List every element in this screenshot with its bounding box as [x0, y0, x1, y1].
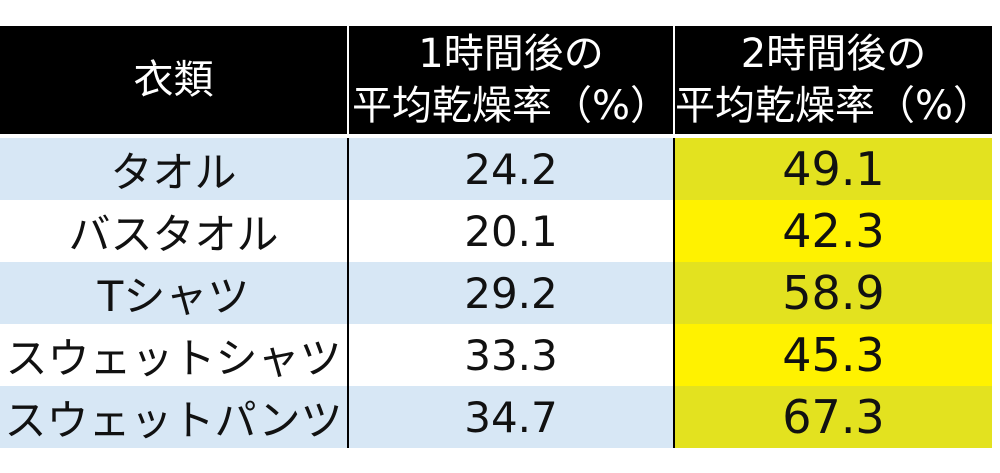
cell-1h-rate: 20.1 — [348, 200, 675, 262]
header-1h-line2: 平均乾燥率（%） — [351, 83, 670, 129]
cell-1h-rate: 34.7 — [348, 386, 675, 448]
cell-clothing: スウェットパンツ — [0, 386, 349, 448]
header-clothing: 衣類 — [0, 26, 349, 134]
table-row: タオル 24.2 49.1 — [0, 138, 992, 200]
header-2h-line2: 平均乾燥率（%） — [675, 83, 994, 129]
header-1h-line1: 1時間後の — [418, 31, 604, 77]
cell-clothing: スウェットシャツ — [0, 324, 349, 386]
cell-2h-rate: 58.9 — [674, 262, 992, 324]
header-1h-rate: 1時間後の 平均乾燥率（%） — [348, 26, 675, 134]
cell-2h-rate: 67.3 — [674, 386, 992, 448]
cell-clothing: タオル — [0, 138, 349, 200]
cell-1h-rate: 24.2 — [348, 138, 675, 200]
table-row: スウェットシャツ 33.3 45.3 — [0, 324, 992, 386]
cell-clothing: バスタオル — [0, 200, 349, 262]
header-2h-line1: 2時間後の — [740, 31, 927, 77]
table-row: スウェットパンツ 34.7 67.3 — [0, 386, 992, 448]
cell-2h-rate: 42.3 — [674, 200, 992, 262]
cell-2h-rate: 45.3 — [674, 324, 992, 386]
drying-rate-table: 衣類 1時間後の 平均乾燥率（%） 2時間後の 平均乾燥率（%） タオル 24.… — [0, 26, 994, 448]
table-row: バスタオル 20.1 42.3 — [0, 200, 992, 262]
header-row: 衣類 1時間後の 平均乾燥率（%） 2時間後の 平均乾燥率（%） — [0, 26, 994, 134]
table-row: Tシャツ 29.2 58.9 — [0, 262, 992, 324]
cell-clothing: Tシャツ — [0, 262, 349, 324]
header-clothing-label: 衣類 — [133, 57, 214, 103]
cell-1h-rate: 33.3 — [348, 324, 675, 386]
header-2h-rate: 2時間後の 平均乾燥率（%） — [674, 26, 994, 134]
cell-1h-rate: 29.2 — [348, 262, 675, 324]
table-body: タオル 24.2 49.1 バスタオル 20.1 42.3 Tシャツ 29.2 … — [0, 134, 992, 448]
table-header: 衣類 1時間後の 平均乾燥率（%） 2時間後の 平均乾燥率（%） — [0, 26, 994, 134]
cell-2h-rate: 49.1 — [674, 138, 992, 200]
